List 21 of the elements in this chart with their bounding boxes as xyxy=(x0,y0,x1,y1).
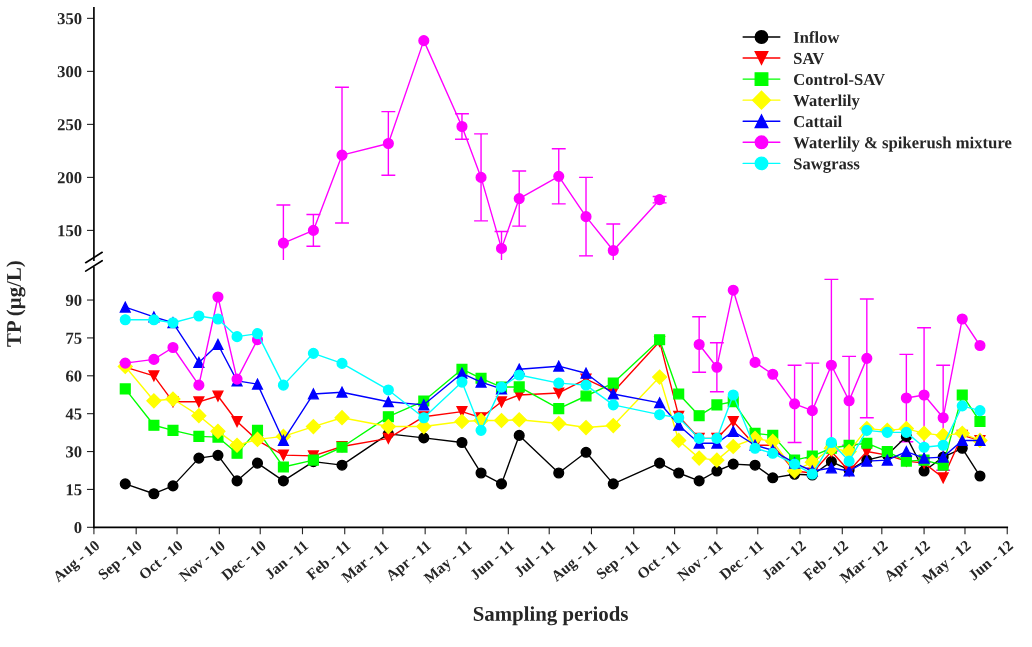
y-tick-label: 0 xyxy=(74,522,82,534)
legend-label: Waterlily xyxy=(793,94,860,110)
legend-label: SAV xyxy=(794,52,825,65)
y-tick-label: 90 xyxy=(65,294,82,306)
y-tick-label: 75 xyxy=(66,332,82,344)
legend-label: Inflow xyxy=(793,31,840,44)
x-axis-title: Sampling periods xyxy=(473,606,628,626)
y-tick-label: 150 xyxy=(58,225,82,237)
y-tick-label: 60 xyxy=(66,370,82,382)
y-tick-label: 200 xyxy=(57,172,82,184)
y-tick-label: 30 xyxy=(66,446,82,458)
legend-label: Cattail xyxy=(793,115,842,128)
y-tick-label: 350 xyxy=(57,13,82,25)
legend-label: Waterlily & spikerush mixture xyxy=(793,136,1012,152)
legend-label: Control-SAV xyxy=(793,73,885,86)
y-axis-title: TP (µg/L) xyxy=(6,261,26,347)
y-tick-label: 45 xyxy=(65,408,82,420)
y-tick-label: 300 xyxy=(57,66,82,78)
legend-label: Sawgrass xyxy=(794,158,860,173)
y-tick-label: 250 xyxy=(57,119,82,131)
y-tick-label: 15 xyxy=(66,484,82,496)
